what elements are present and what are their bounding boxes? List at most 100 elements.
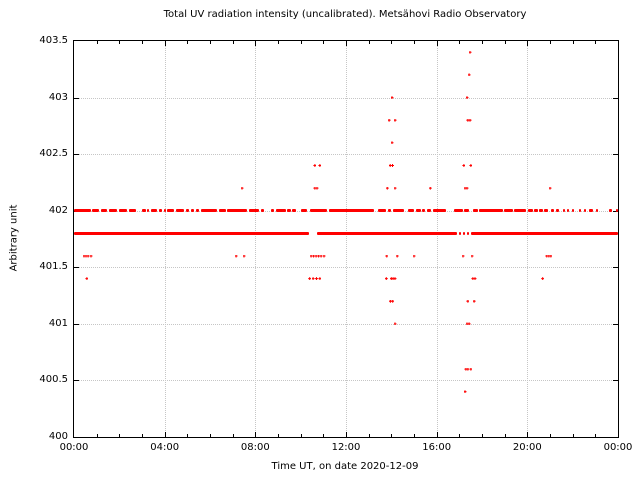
- x-tick-mark: [278, 434, 279, 437]
- data-band-segment: [300, 209, 307, 213]
- data-band-segment: [432, 209, 446, 213]
- data-band-segment: [377, 209, 386, 213]
- x-tick-mark: [232, 41, 234, 44]
- x-tick-mark: [323, 434, 325, 437]
- grid-line-vertical: [527, 41, 529, 437]
- data-band-segment: [472, 209, 478, 213]
- x-tick-label: 04:00: [150, 442, 180, 453]
- data-band-segment: [562, 209, 565, 213]
- data-point: [242, 254, 246, 258]
- y-tick-label: 400.5: [39, 374, 68, 386]
- data-band-segment: [200, 209, 218, 213]
- data-band-segment: [108, 209, 118, 213]
- x-tick-mark: [368, 41, 370, 44]
- data-point: [385, 254, 389, 258]
- data-point: [548, 186, 552, 190]
- data-point: [468, 118, 472, 122]
- data-band-segment: [329, 209, 375, 213]
- data-band-segment: [309, 209, 327, 213]
- grid-line-vertical: [255, 41, 257, 437]
- chart-title: Total UV radiation intensity (uncalibrat…: [163, 9, 527, 20]
- y-tick-mark: [74, 267, 79, 269]
- data-band-segment: [147, 209, 150, 213]
- y-tick-mark: [613, 267, 618, 269]
- data-band-segment: [249, 209, 259, 213]
- data-point: [471, 277, 475, 281]
- x-tick-mark: [96, 41, 98, 44]
- data-band-segment: [292, 209, 296, 213]
- data-band-segment: [175, 209, 184, 213]
- data-point: [319, 254, 323, 258]
- data-point: [318, 277, 322, 281]
- x-tick-mark: [459, 41, 461, 44]
- data-point: [547, 254, 551, 258]
- data-point: [322, 254, 326, 258]
- x-tick-mark: [255, 41, 257, 46]
- data-band-segment: [567, 209, 569, 213]
- y-tick-mark: [613, 154, 618, 156]
- y-tick-label: 403.5: [39, 35, 68, 46]
- data-point: [541, 277, 545, 281]
- plot-area: 00:00 04:00 08:00 12:00 16:00 20:00 00:00 400 40…: [39, 35, 632, 453]
- data-band-segment: [589, 209, 593, 213]
- grid-line-vertical: [164, 41, 166, 437]
- x-tick-label: 16:00: [422, 442, 452, 453]
- x-tick-mark: [595, 434, 597, 437]
- y-tick-mark: [613, 323, 618, 325]
- y-tick-mark: [613, 210, 618, 212]
- data-band-segment: [462, 231, 466, 235]
- data-point: [313, 164, 317, 167]
- x-tick-mark: [572, 434, 574, 437]
- data-band-segment: [387, 209, 392, 213]
- y-tick-label: 402: [48, 204, 68, 216]
- data-point: [313, 186, 317, 190]
- data-band-segment: [458, 231, 462, 235]
- x-tick-mark: [391, 434, 393, 437]
- data-band-segment: [275, 209, 286, 213]
- data-band-segment: [142, 209, 146, 213]
- data-band-segment: [534, 209, 538, 213]
- x-tick-mark: [187, 41, 189, 44]
- y-tick-label: 401.5: [39, 261, 68, 273]
- x-tick-mark: [482, 41, 483, 44]
- y-tick-label: 400: [48, 431, 68, 442]
- y-tick-mark: [613, 97, 618, 99]
- x-tick-label: 08:00: [240, 442, 270, 453]
- data-point: [84, 254, 88, 258]
- grid-line-horizontal: [74, 267, 618, 269]
- data-band-segment: [454, 209, 463, 213]
- data-band-segment: [392, 209, 405, 213]
- data-band-segment: [572, 209, 574, 213]
- data-point: [469, 164, 473, 167]
- data-band-segment: [270, 209, 274, 213]
- data-band-segment: [596, 209, 598, 213]
- data-band-segment: [185, 209, 189, 213]
- data-point: [312, 254, 316, 258]
- grid-line-horizontal: [74, 154, 618, 156]
- data-point: [318, 164, 322, 167]
- data-band-segment: [514, 209, 526, 213]
- data-point: [390, 141, 394, 145]
- data-band-segment: [470, 231, 618, 235]
- data-point: [463, 186, 467, 190]
- data-band-segment: [227, 209, 248, 213]
- x-tick-mark: [414, 434, 415, 437]
- y-tick-label: 403: [48, 91, 68, 103]
- data-point: [86, 254, 90, 258]
- x-tick-mark: [504, 434, 506, 437]
- data-point: [468, 50, 472, 54]
- data-point: [467, 322, 471, 326]
- x-tick-mark: [391, 41, 393, 44]
- x-tick-mark: [323, 41, 325, 44]
- data-point: [466, 118, 470, 122]
- data-band-segment: [407, 209, 415, 213]
- data-band-segment: [74, 209, 91, 213]
- data-band-segment: [195, 209, 199, 213]
- data-band-segment: [584, 209, 587, 213]
- data-point: [387, 118, 391, 122]
- x-tick-label: 00:00: [603, 442, 633, 453]
- data-point: [89, 254, 93, 258]
- data-point: [309, 254, 313, 258]
- data-point: [389, 277, 393, 281]
- data-band-segment: [100, 209, 108, 213]
